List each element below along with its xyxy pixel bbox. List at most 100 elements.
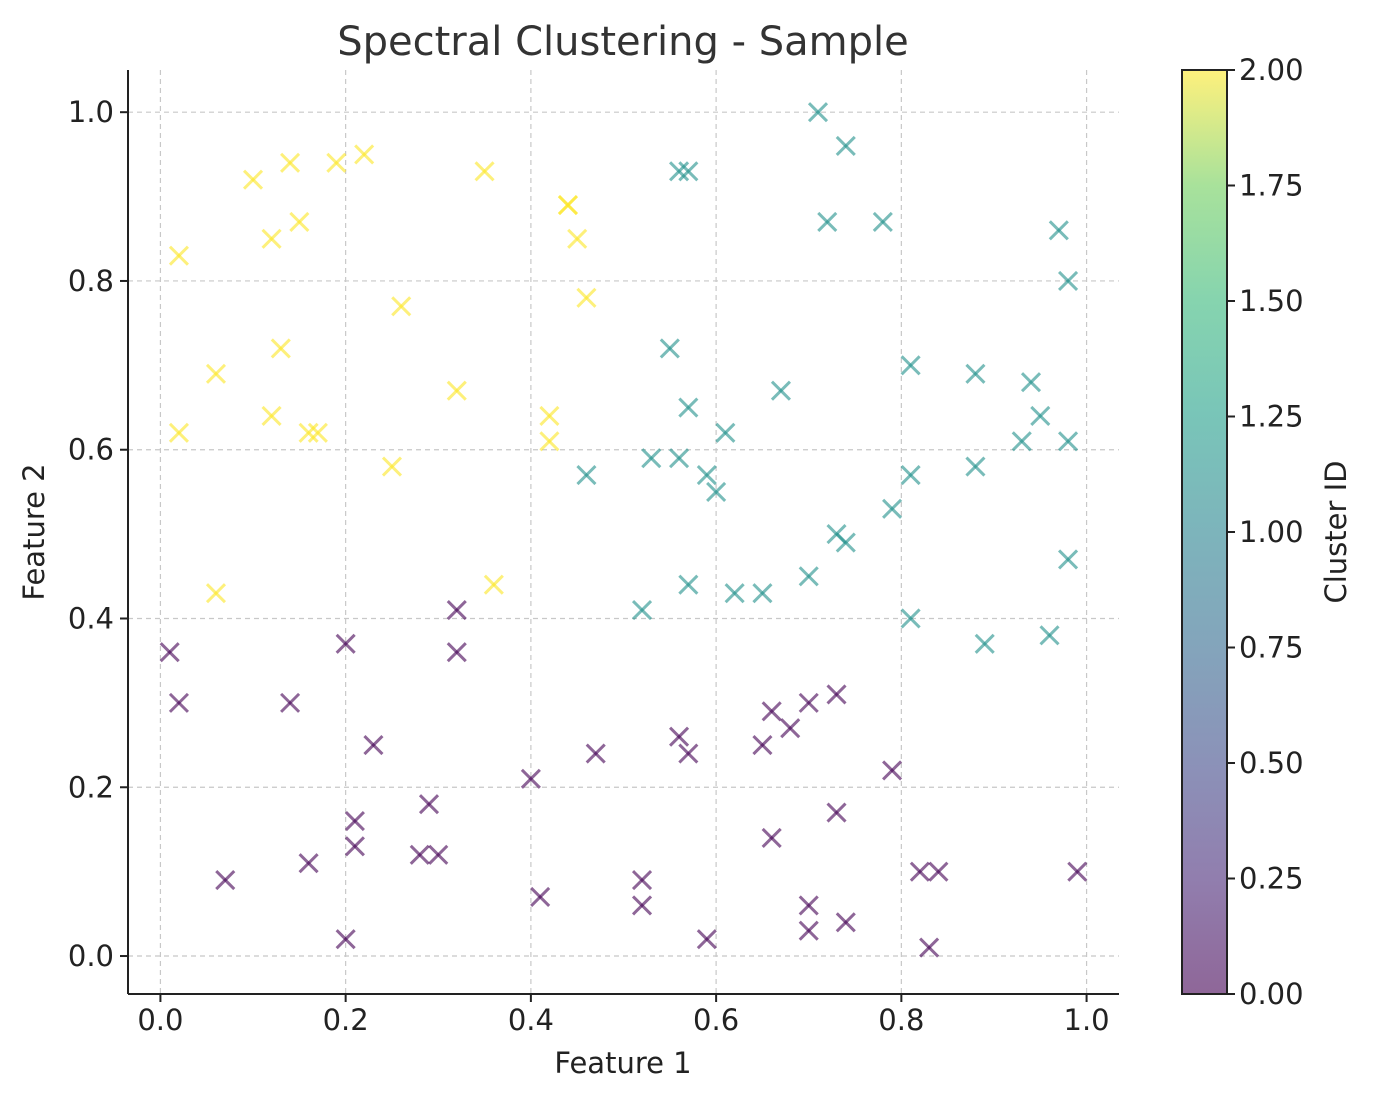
scatter-point-cluster-2 [168,245,189,266]
scatter-point-cluster-2 [168,422,189,443]
scatter-point-cluster-0 [280,692,301,713]
data-points [159,102,1088,958]
x-axis-label: Feature 1 [554,1046,691,1080]
scatter-point-cluster-2 [326,152,347,173]
scatter-point-cluster-0 [798,895,819,916]
scatter-point-cluster-0 [1067,861,1088,882]
scatter-point-cluster-2 [280,152,301,173]
scatter-point-cluster-1 [724,583,745,604]
scatter-point-cluster-2 [242,169,264,190]
scatter-point-cluster-0 [446,599,467,621]
scatter-point-cluster-0 [168,692,189,713]
scatter-point-cluster-1 [669,448,690,469]
colorbar-gradient [1182,70,1227,994]
scatter-point-cluster-1 [872,211,893,232]
chart-title: Spectral Clustering - Sample [337,19,909,65]
scatter-point-cluster-1 [715,422,736,443]
scatter-point-cluster-1 [631,599,653,621]
scatter-point-cluster-1 [1048,220,1069,241]
scatter-point-cluster-0 [530,886,551,908]
grid [128,70,1119,994]
scatter-point-cluster-1 [659,338,680,359]
y-tick-label: 0.4 [68,601,114,635]
scatter-point-cluster-0 [752,735,773,756]
scatter-point-cluster-1 [1011,431,1032,452]
scatter-point-cluster-0 [335,633,356,654]
scatter-point-cluster-1 [965,456,986,477]
scatter-point-cluster-1 [900,608,921,629]
scatter-point-cluster-1 [965,363,986,384]
x-tick-label: 0.4 [508,1003,554,1037]
scatter-point-cluster-0 [826,802,847,823]
scatter-point-cluster-0 [882,760,903,781]
x-tick-label: 0.8 [878,1003,924,1037]
y-axis-ticks: 0.0 0.2 0.4 0.6 0.8 1.0 [68,95,128,973]
y-tick-label: 0.8 [68,264,114,298]
scatter-point-cluster-2 [567,228,588,249]
scatter-point-cluster-2 [289,211,310,232]
scatter-point-cluster-2 [307,422,328,443]
scatter-point-cluster-2 [261,228,282,249]
colorbar: 0.00 0.25 0.50 0.75 1.00 1.25 1.50 1.75 2.00 Clu… [1181,53,1353,1011]
scatter-point-cluster-2 [539,405,560,427]
x-tick-label: 1.0 [1064,1003,1110,1037]
scatter-point-cluster-2 [474,161,495,182]
y-tick-label: 0.6 [68,433,114,467]
y-axis-label: Feature 2 [17,463,51,600]
scatter-point-cluster-1 [900,355,921,376]
scatter-point-cluster-1 [678,161,699,182]
colorbar-label: Cluster ID [1319,460,1353,603]
scatter-point-cluster-0 [159,642,180,663]
scatter-point-cluster-0 [761,701,782,722]
colorbar-tick-label: 0.75 [1239,631,1304,665]
colorbar-tick-label: 1.00 [1239,515,1304,549]
scatter-point-cluster-1 [641,448,662,469]
scatter-point-cluster-1 [576,464,597,486]
scatter-point-cluster-0 [909,861,930,882]
y-tick-label: 0.2 [68,770,114,804]
scatter-point-cluster-1 [900,464,921,486]
scatter-point-cluster-0 [446,642,467,663]
scatter-point-cluster-0 [798,692,819,713]
scatter-point-cluster-2 [391,296,412,317]
scatter-point-cluster-1 [1058,431,1079,452]
scatter-point-cluster-0 [798,920,819,941]
scatter-point-cluster-0 [678,743,699,764]
scatter-point-cluster-0 [363,735,384,756]
scatter-point-cluster-0 [835,912,856,933]
scatter-point-cluster-2 [205,583,227,604]
scatter-point-cluster-2 [381,456,403,477]
scatter-point-cluster-1 [1058,549,1079,570]
scatter-point-cluster-2 [270,338,291,359]
colorbar-tick-label: 0.25 [1239,862,1304,896]
scatter-point-cluster-0 [631,870,653,891]
scatter-point-cluster-0 [409,844,430,865]
scatter-point-cluster-0 [335,929,356,950]
scatter-point-cluster-0 [585,743,606,764]
x-tick-label: 0.2 [323,1003,369,1037]
colorbar-tick-label: 0.50 [1239,746,1304,780]
colorbar-tick-label: 1.50 [1239,284,1304,318]
scatter-point-cluster-2 [557,194,578,216]
plot-spines [127,70,1119,995]
scatter-point-cluster-0 [669,726,690,747]
scatter-point-cluster-1 [678,574,699,595]
scatter-point-cluster-2 [446,380,467,401]
scatter-point-cluster-0 [631,895,653,916]
scatter-point-cluster-1 [835,532,856,553]
scatter-point-cluster-1 [1020,372,1042,393]
scatter-point-cluster-2 [539,431,560,452]
scatter-point-cluster-0 [298,853,319,874]
scatter-point-cluster-0 [826,684,847,705]
scatter-point-cluster-1 [696,464,717,486]
scatter-point-cluster-0 [520,768,541,789]
colorbar-tick-label: 2.00 [1239,53,1304,87]
scatter-point-cluster-1 [1039,625,1060,646]
colorbar-tick-label: 1.75 [1239,169,1304,203]
scatter-point-cluster-0 [344,836,365,857]
scatter-point-cluster-1 [974,633,995,654]
scatter-point-cluster-0 [215,870,236,891]
scatter-point-cluster-1 [706,481,727,502]
colorbar-ticks: 0.00 0.25 0.50 0.75 1.00 1.25 1.50 1.75 2.00 [1227,53,1304,1011]
scatter-point-cluster-0 [761,827,782,848]
